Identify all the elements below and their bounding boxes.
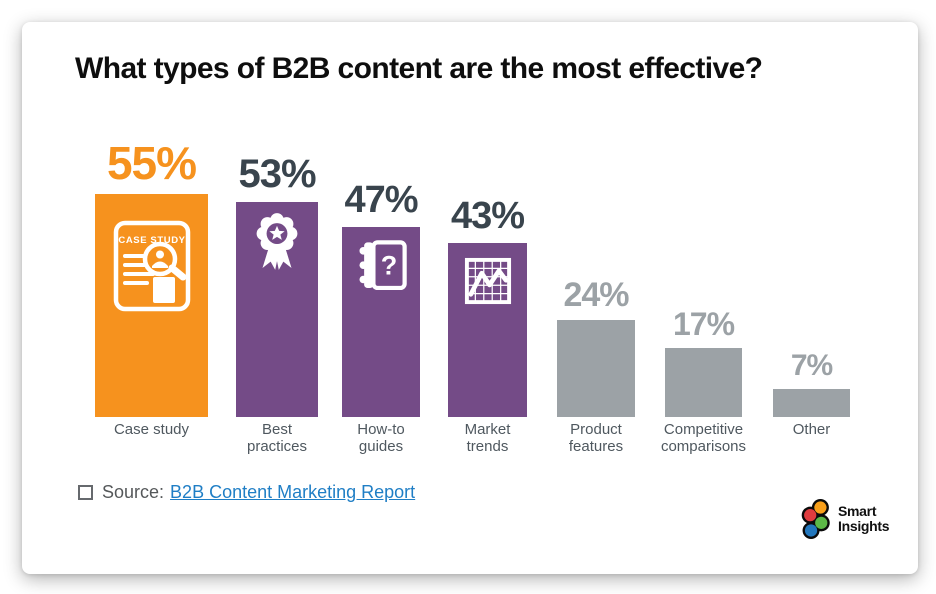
svg-text:CASE STUDY: CASE STUDY	[118, 235, 185, 246]
how-to-guides-notebook-icon: ?	[354, 239, 408, 296]
category-label-best-practices: Best practices	[246, 421, 308, 455]
source-link[interactable]: B2B Content Marketing Report	[170, 482, 416, 502]
best-practices-award-ribbon-icon	[248, 210, 306, 280]
source-label: Source:	[102, 482, 165, 502]
smart-insights-logo-icon	[800, 498, 834, 545]
bar-chart: CASE STUDY 55% Case study 53% Best practic…	[22, 22, 918, 574]
value-label-competitive-comparisons: 17%	[672, 306, 735, 342]
category-label-how-to-guides: How-to guides	[357, 421, 405, 455]
value-label-market-trends: 43%	[450, 195, 525, 237]
category-label-product-features: Product features	[568, 421, 624, 455]
bar-market-trends	[448, 243, 527, 417]
square-bullet-icon	[78, 485, 93, 500]
value-label-case-study: 55%	[106, 137, 197, 189]
value-label-product-features: 24%	[563, 276, 629, 314]
bar-case-study: CASE STUDY	[95, 194, 208, 417]
value-label-best-practices: 53%	[238, 152, 316, 196]
case-study-document-magnifier-icon: CASE STUDY	[113, 220, 191, 317]
category-label-case-study: Case study	[113, 421, 190, 438]
category-label-other: Other	[792, 421, 831, 438]
svg-text:?: ?	[381, 250, 398, 280]
smart-insights-logo-text: Smart Insights	[838, 503, 890, 534]
bar-best-practices	[236, 202, 318, 417]
bar-how-to-guides: ?	[342, 227, 420, 417]
category-label-competitive-comparisons: Competitive comparisons	[660, 421, 747, 455]
category-label-market-trends: Market trends	[464, 421, 511, 455]
bar-product-features	[557, 320, 635, 417]
chart-title: What types of B2B content are the most e…	[75, 52, 763, 85]
bar-competitive-comparisons	[665, 348, 742, 417]
market-trends-graph-icon	[463, 256, 513, 311]
infographic-card: What types of B2B content are the most e…	[22, 22, 918, 574]
logo-line2: Insights	[838, 518, 890, 534]
logo-line1: Smart	[838, 503, 877, 519]
source-row: Source: B2B Content Marketing Report	[78, 482, 415, 503]
value-label-how-to-guides: 47%	[344, 179, 418, 221]
value-label-other: 7%	[790, 349, 833, 382]
bar-other	[773, 389, 850, 417]
smart-insights-logo: Smart Insights	[800, 498, 890, 545]
